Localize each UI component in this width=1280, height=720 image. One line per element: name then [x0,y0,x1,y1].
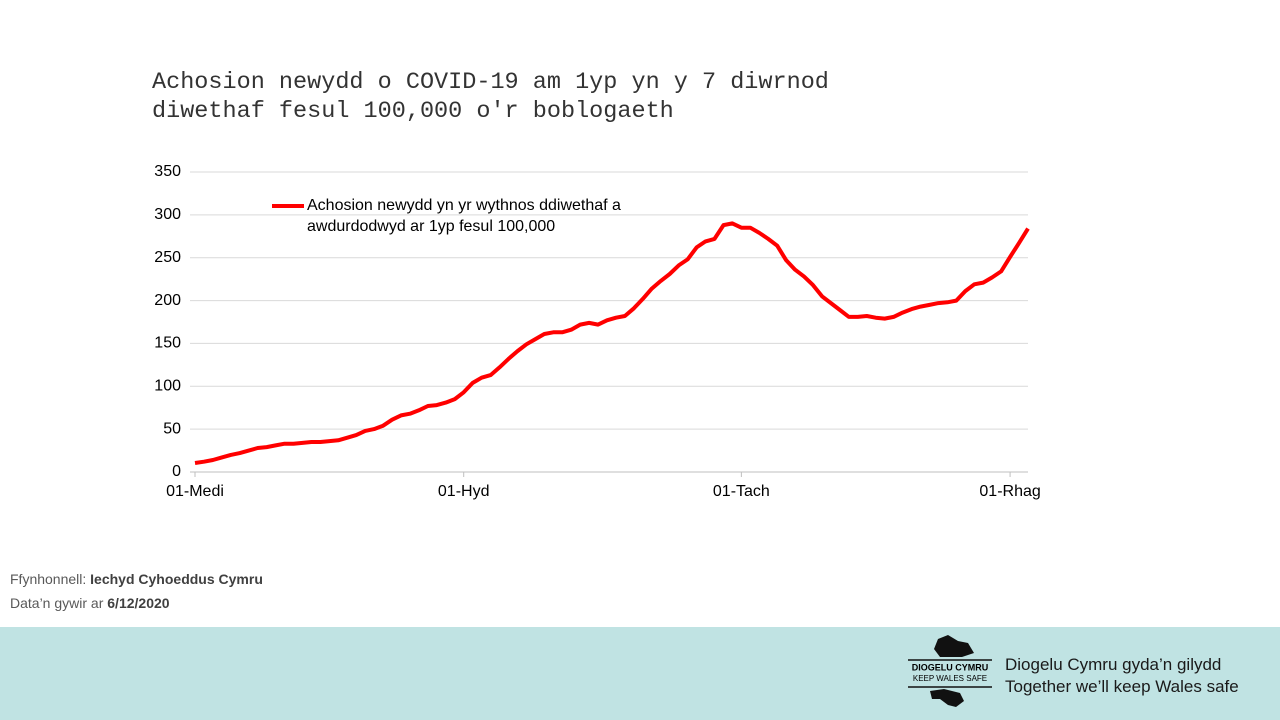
chart-title: Achosion newydd o COVID-19 am 1yp yn y 7… [152,69,829,125]
y-tick-label: 200 [154,292,181,309]
y-tick-label: 250 [154,249,181,266]
chart: 0 50 100 150 200 250 300 350 01-Medi 01-Hyd 01-Tac… [154,163,1040,500]
source-name: Iechyd Cyhoeddus Cymru [90,571,263,587]
source-label: Ffynhonnell: [10,571,87,587]
logo-bottom: KEEP WALES SAFE [913,674,987,683]
slogan-cy: Diogelu Cymru gyda’n gilydd [1005,655,1222,674]
y-tick-label: 100 [154,378,181,395]
x-tick-label: 01-Medi [166,483,224,500]
legend-label: Achosion newydd yn yr wythnos ddiwethaf … [307,197,621,235]
source: Ffynhonnell: Iechyd Cyhoeddus Cymru [10,571,263,587]
x-tick-label: 01-Tach [713,483,770,500]
y-tick-label: 50 [163,420,181,437]
logo-top: DIOGELU CYMRU [912,662,989,672]
date-label: Data’n gywir ar [10,595,104,611]
date-value: 6/12/2020 [107,595,170,611]
logo: DIOGELU CYMRU KEEP WALES SAFE [908,635,992,707]
y-tick-label: 350 [154,163,181,180]
x-tick-label: 01-Hyd [438,483,490,500]
y-tick-label: 150 [154,335,181,352]
logo-shape [934,635,974,657]
logo-shape [930,689,964,707]
data-line [194,221,1030,465]
y-tick-label: 300 [154,206,181,223]
y-tick-label: 0 [172,463,181,480]
data-date: Data’n gywir ar 6/12/2020 [10,595,170,611]
banner: DIOGELU CYMRU KEEP WALES SAFE Diogelu Cy… [0,627,1280,720]
x-tick-label: 01-Rhag [979,483,1040,500]
slogan-en: Together we’ll keep Wales safe [1005,677,1239,696]
